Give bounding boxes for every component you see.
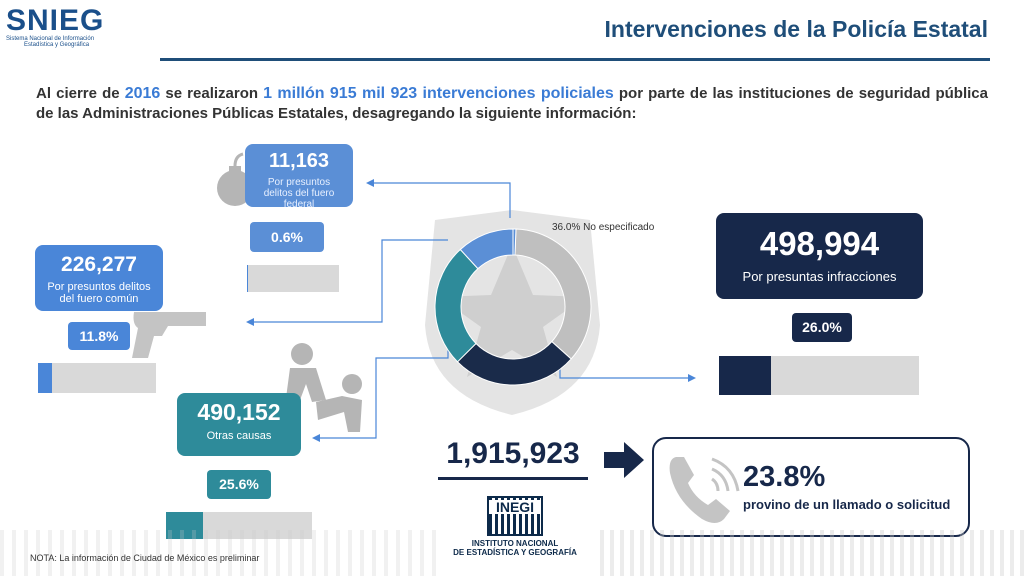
comun-pct: 11.8% xyxy=(68,322,130,350)
inegi-line1: INSTITUTO NACIONAL xyxy=(471,539,559,548)
donut-slice-3 xyxy=(456,340,572,386)
comun-label: Por presuntos delitos del fuero común xyxy=(47,281,151,305)
logo-subtitle-2: Estadística y Geográfica xyxy=(24,42,90,48)
page-title: Intervenciones de la Policía Estatal xyxy=(604,16,989,42)
otras-label: Otras causas xyxy=(206,430,272,442)
infracciones-bar xyxy=(719,356,919,395)
bottom-decoration xyxy=(600,530,1024,576)
snieg-logo: SNIEG Sistema Nacional de Información Es… xyxy=(6,4,116,54)
no-especificado-label: 36.0% No especificado xyxy=(552,222,655,233)
inegi-logo: INEGI INSTITUTO NACIONAL DE ESTADÍSTICA … xyxy=(440,496,590,560)
infracciones-label: Por presuntas infracciones xyxy=(742,269,897,284)
bomb-icon xyxy=(217,152,253,206)
llamado-label: provino de un llamado o solicitud xyxy=(743,497,951,512)
title-divider xyxy=(160,58,990,61)
infracciones-pct: 26.0% xyxy=(792,313,852,342)
inegi-logo-mark: INEGI xyxy=(487,496,543,536)
total-value: 1,915,923 xyxy=(446,437,580,470)
card-comun: 226,277 Por presuntos delitos del fuero … xyxy=(35,245,163,311)
llamado-pct: 23.8% xyxy=(743,461,826,493)
intro-part1: Al cierre de xyxy=(36,85,125,102)
total-underline xyxy=(438,477,588,480)
infracciones-bar-fill xyxy=(719,356,771,395)
inegi-logo-text: INEGI xyxy=(489,500,541,514)
arrow-right-icon xyxy=(604,442,644,478)
gun-icon xyxy=(132,312,206,358)
card-infracciones: 498,994 Por presuntas infracciones xyxy=(716,213,923,299)
llamado-box: 23.8% provino de un llamado o solicitud xyxy=(652,437,970,537)
logo-text: SNIEG xyxy=(6,4,105,37)
footnote: NOTA: La información de Ciudad de México… xyxy=(30,553,260,563)
comun-value: 226,277 xyxy=(61,253,137,276)
otras-bar xyxy=(166,512,312,539)
donut-chart xyxy=(434,228,592,386)
infracciones-value: 498,994 xyxy=(759,225,880,262)
federal-label: Por presuntos delitos del fuero federal xyxy=(263,177,335,210)
donut-slice-4 xyxy=(514,228,592,360)
comun-bar-fill xyxy=(38,363,52,393)
federal-pct: 0.6% xyxy=(250,222,324,252)
intro-part3: por parte de las instituciones de seguri… xyxy=(36,85,988,122)
logo-subtitle-1: Sistema Nacional de Información xyxy=(6,36,95,42)
otras-pct: 25.6% xyxy=(207,470,271,499)
card-otras: 490,152 Otras causas xyxy=(177,393,301,456)
card-federal: 11,163 Por presuntos delitos del fuero f… xyxy=(245,144,353,210)
inegi-line2: DE ESTADÍSTICA Y GEOGRAFÍA xyxy=(453,548,577,557)
federal-bar xyxy=(247,265,339,292)
intro-year: 2016 xyxy=(124,85,161,102)
intro-amount: 1 millón 915 mil 923 intervenciones poli… xyxy=(263,85,614,102)
bottom-decoration-left xyxy=(0,530,440,576)
comun-bar xyxy=(38,363,156,393)
donut-slice-0 xyxy=(512,228,517,256)
donut-slice-2 xyxy=(434,248,479,363)
federal-bar-fill xyxy=(247,265,248,292)
phone-icon xyxy=(669,457,740,523)
otras-value: 490,152 xyxy=(197,399,281,425)
otras-bar-fill xyxy=(166,512,204,539)
intro-part2: se realizaron xyxy=(160,85,264,102)
federal-value: 11,163 xyxy=(268,150,330,172)
intro-text: Al cierre de 2016 se realizaron 1 millón… xyxy=(36,84,988,124)
